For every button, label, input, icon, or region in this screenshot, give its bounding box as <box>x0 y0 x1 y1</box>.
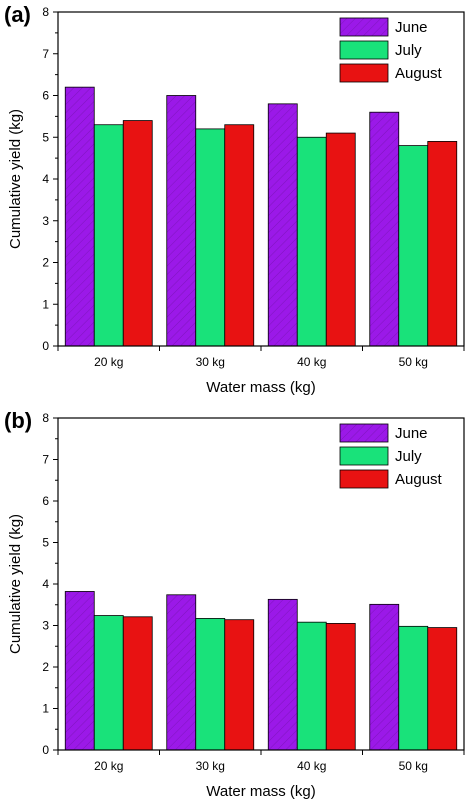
legend-label: June <box>395 425 428 442</box>
bar-july <box>93 615 124 751</box>
bar-hatch <box>369 112 399 346</box>
panel-label: (a) <box>4 2 31 27</box>
y-tick-label: 8 <box>42 5 49 19</box>
bar-july <box>93 124 124 347</box>
y-tick-label: 1 <box>42 702 49 716</box>
bar-july <box>195 618 226 751</box>
legend-label: August <box>395 471 443 488</box>
legend-swatch-july <box>339 446 389 466</box>
bar-july <box>398 145 429 347</box>
y-tick-label: 2 <box>42 256 49 270</box>
legend: June July August <box>336 15 462 91</box>
x-tick-label: 50 kg <box>399 355 428 369</box>
y-tick-label: 0 <box>42 339 49 353</box>
bar-july <box>296 136 327 347</box>
x-tick-label: 50 kg <box>399 759 428 773</box>
x-tick-label: 40 kg <box>297 759 326 773</box>
y-tick-label: 8 <box>42 411 49 425</box>
bar-hatch <box>369 604 399 750</box>
x-tick-label: 20 kg <box>94 759 123 773</box>
y-tick-label: 3 <box>42 619 49 633</box>
legend-label: August <box>395 65 443 82</box>
y-axis-label: Cumulative yield (kg) <box>7 514 24 654</box>
y-tick-label: 4 <box>42 172 49 186</box>
bar-hatch <box>65 87 95 347</box>
bar-july <box>195 128 226 347</box>
chart-panel: (b) 0 1 2 3 4 5 6 7 8 20 kg 30 kg 40 kg 50 kg Water ma… <box>4 408 465 800</box>
y-tick-label: 3 <box>42 214 49 228</box>
bar-hatch <box>268 103 298 346</box>
x-axis-label: Water mass (kg) <box>206 379 315 396</box>
y-tick-label: 6 <box>42 494 49 508</box>
y-tick-label: 5 <box>42 130 49 144</box>
y-tick-label: 0 <box>42 743 49 757</box>
legend-swatch-july <box>339 40 389 60</box>
bar-july <box>398 625 429 751</box>
x-tick-label: 40 kg <box>297 355 326 369</box>
bar-hatch <box>65 591 95 750</box>
chart-panel: (a) 0 1 2 3 4 5 6 7 8 20 kg 30 kg 40 kg 50 kg Water ma… <box>4 2 465 396</box>
legend: June July August <box>336 421 462 497</box>
y-tick-label: 6 <box>42 89 49 103</box>
x-tick-label: 20 kg <box>94 355 123 369</box>
bar-august <box>325 132 356 347</box>
y-tick-label: 5 <box>42 536 49 550</box>
y-axis-label: Cumulative yield (kg) <box>7 109 24 249</box>
x-tick-label: 30 kg <box>196 355 225 369</box>
panel-label: (b) <box>4 408 32 433</box>
bar-august <box>325 623 356 751</box>
bar-july <box>296 621 327 751</box>
legend-swatch-hatch <box>340 424 388 442</box>
bar-hatch <box>166 95 196 346</box>
legend-label: June <box>395 19 428 36</box>
legend-label: July <box>395 42 422 59</box>
legend-swatch-august <box>339 63 389 83</box>
bar-august <box>122 616 153 751</box>
x-tick-label: 30 kg <box>196 759 225 773</box>
bar-august <box>224 619 255 751</box>
y-tick-label: 2 <box>42 660 49 674</box>
bar-august <box>427 627 458 751</box>
legend-swatch-hatch <box>340 18 388 36</box>
bar-hatch <box>166 594 196 750</box>
legend-label: July <box>395 448 422 465</box>
bar-august <box>122 120 153 347</box>
y-tick-label: 1 <box>42 297 49 311</box>
bar-august <box>224 124 255 347</box>
y-tick-label: 4 <box>42 577 49 591</box>
bar-august <box>427 141 458 347</box>
bar-hatch <box>268 599 298 750</box>
y-tick-label: 7 <box>42 453 49 467</box>
legend-swatch-august <box>339 469 389 489</box>
y-tick-label: 7 <box>42 47 49 61</box>
x-axis-label: Water mass (kg) <box>206 783 315 800</box>
